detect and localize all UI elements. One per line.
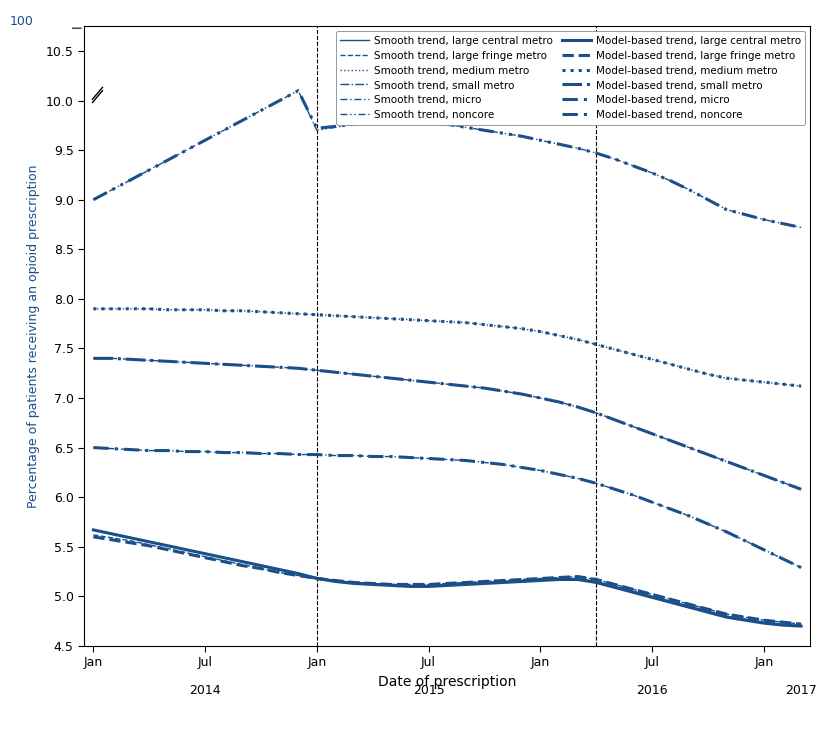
Text: 2014: 2014	[189, 683, 221, 697]
Text: 2016: 2016	[636, 683, 668, 697]
Text: 2015: 2015	[412, 683, 445, 697]
X-axis label: Date of prescription: Date of prescription	[378, 675, 516, 689]
Text: 100: 100	[9, 15, 33, 28]
Legend: Smooth trend, large central metro, Smooth trend, large fringe metro, Smooth tren: Smooth trend, large central metro, Smoot…	[336, 32, 806, 125]
Y-axis label: Percentage of patients receiving an opioid prescription: Percentage of patients receiving an opio…	[27, 165, 40, 508]
Text: 2017: 2017	[786, 683, 817, 697]
